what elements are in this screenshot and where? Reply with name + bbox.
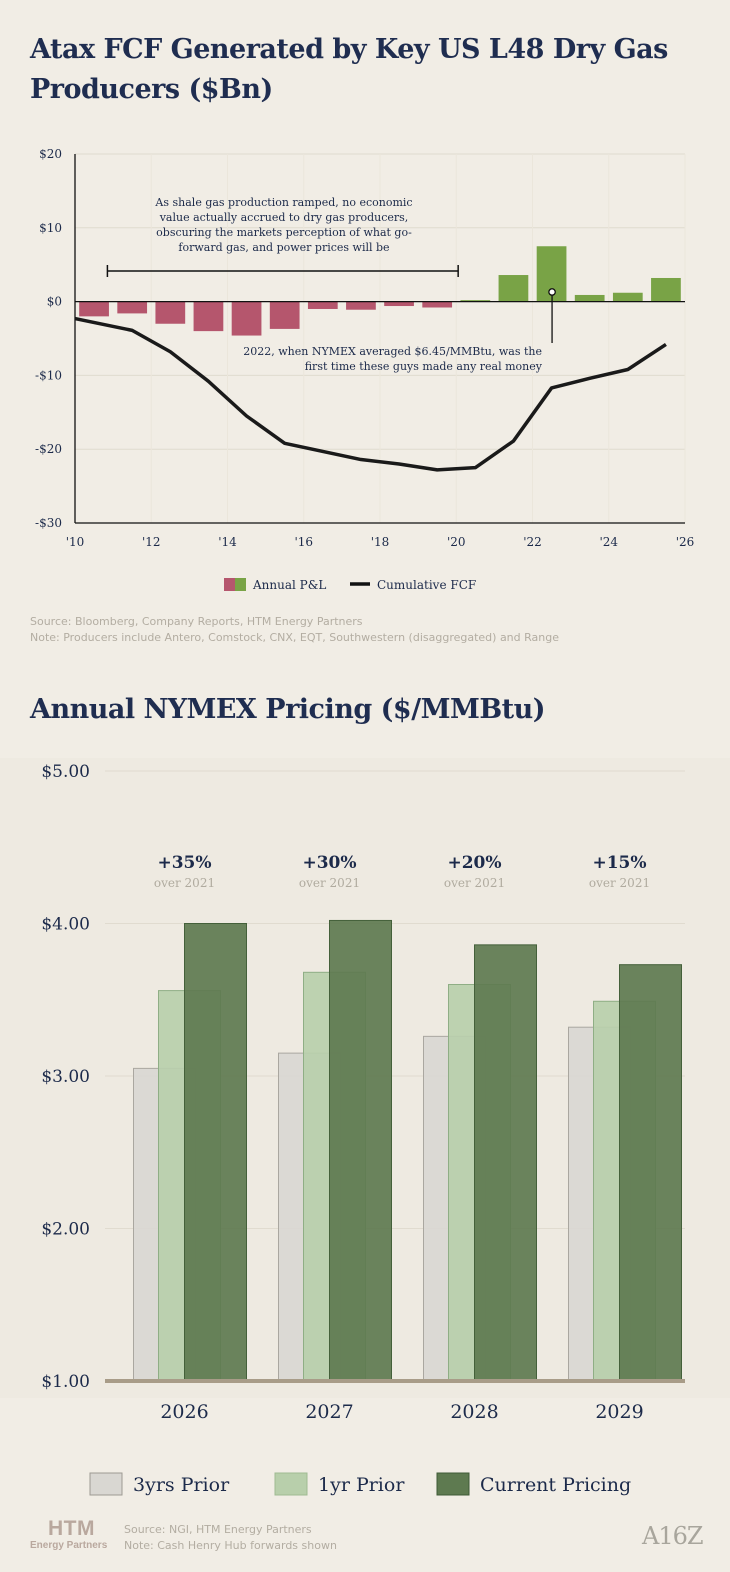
- chart2-title: Annual NYMEX Pricing ($/MMBtu): [30, 694, 546, 725]
- pl-bar: [574, 294, 605, 302]
- x-tick-label: '26: [676, 535, 695, 549]
- cumulative-fcf-line: [74, 316, 667, 472]
- y-tick-label: $10: [39, 221, 62, 235]
- pl-bar: [651, 277, 681, 302]
- pct-annotation-sub: over 2021: [299, 876, 360, 890]
- pl-bar: [422, 301, 453, 308]
- x-tick-label: 2029: [595, 1401, 643, 1423]
- price-bar: [184, 923, 247, 1382]
- pct-annotation-sub: over 2021: [589, 876, 650, 890]
- y-tick-label: -$20: [35, 442, 62, 456]
- legend-swatch-positive: [235, 578, 246, 591]
- x-tick-label: '18: [371, 535, 390, 549]
- pl-bar: [117, 301, 148, 314]
- x-tick-label: '14: [218, 535, 237, 549]
- legend-label: Current Pricing: [480, 1474, 631, 1496]
- pl-bar: [384, 301, 414, 307]
- pl-bar: [155, 301, 186, 324]
- a16z-logo: A16Z: [642, 1522, 704, 1550]
- pl-bar: [269, 301, 300, 329]
- y-tick-label: $4.00: [41, 915, 90, 935]
- x-tick-label: 2028: [450, 1401, 498, 1423]
- y-tick-label: $2.00: [41, 1220, 90, 1240]
- pct-annotation-sub: over 2021: [154, 876, 215, 890]
- price-bar: [329, 919, 392, 1382]
- pl-bar: [79, 301, 109, 317]
- pct-annotation: +15%: [592, 853, 646, 873]
- logo-sub: Energy Partners: [30, 1540, 108, 1551]
- legend-swatch-negative: [224, 578, 235, 591]
- pl-bar: [346, 301, 376, 310]
- pl-bar: [307, 301, 338, 309]
- legend-label: 3yrs Prior: [133, 1474, 230, 1496]
- annotation-1-line: obscuring the markets perception of what…: [156, 226, 412, 239]
- htm-logo: HTM Energy Partners: [30, 1518, 107, 1552]
- y-tick-label: $5.00: [41, 762, 90, 782]
- chart2-notes: Source: NGI, HTM Energy Partners Note: C…: [124, 1522, 337, 1554]
- logo-name: HTM: [48, 1517, 95, 1540]
- annotation-1-line: forward gas, and power prices will be: [178, 241, 389, 254]
- y-tick-label: $3.00: [41, 1067, 90, 1087]
- price-bar: [619, 964, 682, 1382]
- pct-annotation: +35%: [157, 853, 211, 873]
- y-tick-label: $20: [39, 147, 62, 161]
- legend-swatch: [89, 1472, 123, 1496]
- x-tick-label: '16: [294, 535, 313, 549]
- annotation-dot: [548, 288, 556, 296]
- y-tick-label: -$10: [35, 368, 62, 382]
- chart1-source: Source: Bloomberg, Company Reports, HTM …: [30, 615, 363, 628]
- legend-label: 1yr Prior: [318, 1474, 405, 1496]
- x-tick-label: '24: [599, 535, 618, 549]
- chart1-plot: $20 $10 $0 -$10 -$20 -$30 '10 '12 '14 '16 '18 '20 '2…: [35, 147, 695, 592]
- pl-bar: [231, 301, 262, 336]
- price-bar: [474, 944, 537, 1382]
- x-tick-label: '20: [447, 535, 466, 549]
- pl-bar: [193, 301, 224, 332]
- annotation-2-line: first time these guys made any real mone…: [305, 360, 543, 373]
- legend-swatch: [436, 1472, 470, 1496]
- pct-annotation-sub: over 2021: [444, 876, 505, 890]
- x-tick-label: '22: [523, 535, 542, 549]
- pl-bar: [612, 292, 643, 302]
- legend-swatch: [274, 1472, 308, 1496]
- y-tick-label: $1.00: [41, 1372, 90, 1392]
- x-tick-label: 2026: [160, 1401, 208, 1423]
- legend-label-pl: Annual P&L: [252, 578, 326, 592]
- pct-annotation: +30%: [302, 853, 356, 873]
- legend-label-fcf: Cumulative FCF: [377, 578, 476, 592]
- x-tick-label: '10: [66, 535, 85, 549]
- chart1-title: Atax FCF Generated by Key US L48 Dry Gas…: [30, 34, 668, 105]
- pct-annotation: +20%: [447, 853, 501, 873]
- x-tick-label: '12: [142, 535, 161, 549]
- chart2-source: Source: NGI, HTM Energy Partners: [124, 1523, 312, 1536]
- chart1-note: Note: Producers include Antero, Comstock…: [30, 631, 559, 644]
- y-tick-label: $0: [47, 295, 62, 309]
- pl-bar: [498, 275, 529, 302]
- x-tick-label: 2027: [305, 1401, 353, 1423]
- chart2-note: Note: Cash Henry Hub forwards shown: [124, 1539, 337, 1552]
- annotation-2-line: 2022, when NYMEX averaged $6.45/MMBtu, w…: [243, 345, 542, 358]
- pl-bar: [460, 300, 491, 302]
- chart1-notes: Source: Bloomberg, Company Reports, HTM …: [30, 614, 559, 646]
- y-tick-label: -$30: [35, 516, 62, 530]
- annotation-1-line: As shale gas production ramped, no econo…: [154, 196, 412, 209]
- annotation-1-line: value actually accrued to dry gas produc…: [159, 211, 409, 224]
